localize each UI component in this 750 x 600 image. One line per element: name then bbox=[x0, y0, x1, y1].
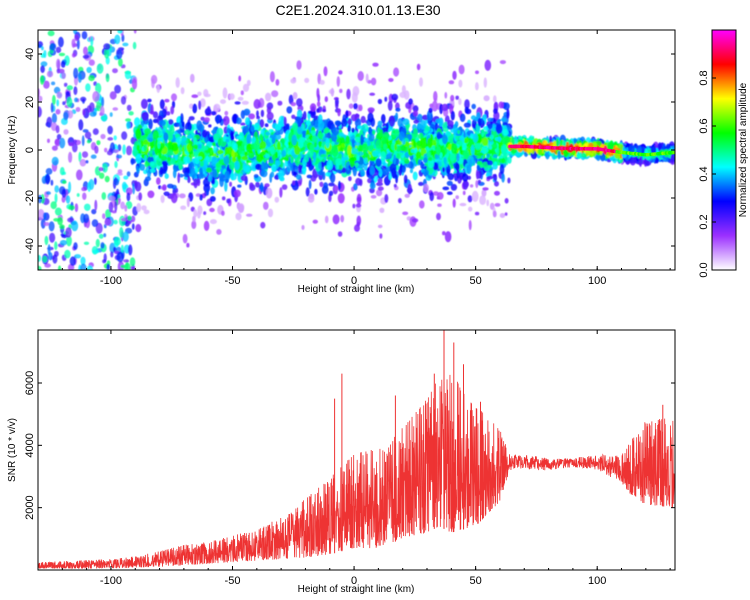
x-tick-label: -100 bbox=[100, 275, 122, 287]
x-tick-label: 50 bbox=[470, 275, 482, 287]
x-tick-label: -100 bbox=[100, 575, 122, 587]
y-tick-label: 6000 bbox=[24, 371, 36, 395]
x-tick-label: 50 bbox=[470, 575, 482, 587]
y-tick-label: -20 bbox=[24, 190, 36, 206]
colorbar-frame bbox=[711, 29, 737, 271]
colorbar-label: Normalized spectral amplitude bbox=[738, 82, 749, 217]
colorbar-tick-label: 0.0 bbox=[698, 262, 710, 277]
snr-y-axis: 2000 4000 6000 bbox=[24, 371, 675, 520]
colorbar-gradient bbox=[712, 30, 736, 270]
spectrogram-y-axis: -40 -20 0 20 40 bbox=[24, 48, 675, 254]
colorbar-tick-label: 0.2 bbox=[698, 214, 710, 229]
y-tick-label: 0 bbox=[24, 147, 36, 153]
colorbar-tick-label: 0.6 bbox=[698, 118, 710, 133]
snr-y-label: SNR (10 * v/v) bbox=[7, 418, 18, 482]
spectrogram-heatmap bbox=[38, 30, 675, 270]
y-tick-label: 40 bbox=[24, 48, 36, 60]
spectrogram-y-label: Frequency (Hz) bbox=[7, 116, 18, 185]
x-tick-label: -50 bbox=[225, 575, 241, 587]
colorbar: 0.0 0.2 0.4 0.6 0.8 Normalized spectral ampl… bbox=[698, 29, 749, 278]
snr-frame bbox=[37, 329, 676, 571]
figure-title: C2E1.2024.310.01.13.E30 bbox=[275, 2, 440, 18]
y-tick-label: 20 bbox=[24, 96, 36, 108]
snr-panel: -100 -50 0 50 100 2000 4000 6000 Height of str… bbox=[7, 329, 676, 595]
x-tick-label: -50 bbox=[225, 275, 241, 287]
snr-series bbox=[38, 330, 675, 570]
snr-x-label: Height of straight line (km) bbox=[298, 584, 415, 595]
spectrogram-panel: -100 -50 0 50 100 -40 -20 0 20 40 Height of stra… bbox=[7, 29, 676, 295]
x-tick-label: 0 bbox=[351, 575, 357, 587]
colorbar-ticks: 0.0 0.2 0.4 0.6 0.8 bbox=[698, 29, 737, 278]
x-tick-label: 0 bbox=[351, 275, 357, 287]
spectrogram-x-label: Height of straight line (km) bbox=[298, 284, 415, 295]
snr-line bbox=[38, 374, 675, 570]
colorbar-tick-label: 0.4 bbox=[698, 166, 710, 181]
x-tick-label: 100 bbox=[588, 275, 606, 287]
x-tick-label: 100 bbox=[588, 575, 606, 587]
y-tick-label: 2000 bbox=[24, 495, 36, 519]
snr-x-axis: -100 -50 0 50 100 bbox=[61, 330, 671, 587]
y-tick-label: 4000 bbox=[24, 433, 36, 457]
y-tick-label: -40 bbox=[24, 238, 36, 254]
colorbar-tick-label: 0.8 bbox=[698, 70, 710, 85]
spectrogram-x-axis: -100 -50 0 50 100 bbox=[61, 30, 671, 287]
